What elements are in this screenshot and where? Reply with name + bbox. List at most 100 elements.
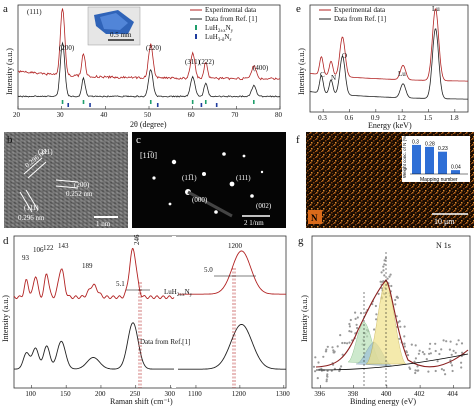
panel-f-svg: f N 10 μm 0.3 0.280.23 0.04 Weight conc. o… — [292, 132, 474, 228]
panel-g-point — [322, 356, 324, 358]
panel-g-point — [443, 369, 445, 371]
panel-a-phase2-tick — [67, 103, 69, 107]
panel-g-point — [461, 342, 463, 344]
panel-f-inset-bar — [438, 152, 447, 174]
panel-d-svg: d Intensity (a.u.) 100 150 200 250 300 1100 12… — [0, 232, 292, 407]
panel-e-label-n: N — [331, 74, 336, 82]
panel-b-ann2-hkl: (200) — [74, 181, 90, 189]
panel-g-point — [445, 340, 447, 342]
panel-g-point — [348, 330, 350, 332]
panel-g-point — [435, 350, 437, 352]
panel-a-xrd: a Intensity (a.u.) 20 30 40 50 60 70 80 2θ (de… — [0, 0, 290, 130]
panel-g-point — [408, 366, 410, 368]
panel-e-legend-exp: Experimental data — [334, 6, 386, 14]
panel-e-xlabel: Energy (keV) — [368, 121, 412, 130]
panel-g-point — [417, 369, 419, 371]
panel-d-series-black-label: Data from Ref.[1] — [140, 338, 190, 346]
panel-g-point — [403, 343, 405, 345]
panel-g-point — [354, 312, 356, 314]
panel-g-point — [380, 281, 382, 283]
panel-a-legend: Experimental data Data from Ref. [1] LuH… — [190, 6, 257, 43]
panel-g-ylabel: Intensity (a.u.) — [300, 295, 309, 342]
panel-d-black-line — [14, 323, 286, 369]
panel-f-inset-xlabel: Mapping number — [420, 177, 458, 183]
panel-g-point — [313, 366, 315, 368]
panel-g-point — [314, 370, 316, 372]
panel-g-point — [450, 341, 452, 343]
panel-g-point — [360, 312, 362, 314]
panel-g-point — [394, 299, 396, 301]
panel-g-point — [337, 345, 339, 347]
panel-a-phase1-tick — [83, 100, 85, 104]
panel-b-overlay: b (111) 0.296 nm (200) 0.252 nm (111) 0.… — [4, 132, 128, 228]
panel-b-ann3-d: 0.296 nm — [18, 214, 45, 222]
panel-d-xtick-label: 150 — [60, 390, 71, 398]
panel-g-point — [460, 362, 462, 364]
panel-a-xlabel: 2θ (degree) — [130, 120, 167, 129]
panel-g-point — [407, 354, 409, 356]
panel-a-legend-phase2: LuH3-δNε — [205, 33, 232, 43]
panel-g-point — [404, 326, 406, 328]
panel-e-label-lu2: Lu — [432, 5, 440, 13]
panel-a-phase-markers — [62, 100, 255, 107]
panel-d-peak-1200: 1200 — [228, 242, 243, 250]
panel-a-inset-photo: 0.5 mm — [88, 7, 140, 45]
panel-c-saed: c [11̅0] (11̅1) (111) (000) (002) 2 1/nm — [132, 132, 286, 228]
panel-g-point — [378, 293, 380, 295]
panel-g-point — [375, 313, 377, 315]
panel-f-inset-bar — [425, 147, 434, 174]
panel-g-point — [326, 376, 328, 378]
panel-a-ylabel: Intensity (a.u.) — [5, 48, 14, 95]
panel-f-element: N — [311, 213, 318, 223]
panel-g-point — [348, 342, 350, 344]
panel-b-ann3-hkl: (111) — [24, 204, 39, 212]
panel-g-xtick-label: 404 — [447, 390, 458, 398]
panel-a-phase1-tick — [150, 100, 152, 104]
panel-e-svg: e Intensity (a.u.) 0.3 0.6 0.9 1.2 1.5 1.8 En… — [292, 0, 474, 130]
panel-g-point — [451, 354, 453, 356]
panel-d-fwhm-right: 5.0 — [204, 266, 213, 274]
panel-g-point — [415, 344, 417, 346]
panel-a-peak-222: (222) — [199, 58, 215, 66]
panel-g-point — [415, 357, 417, 359]
panel-a-phase2-tick — [157, 103, 159, 107]
panel-a-legend-ref: Data from Ref. [1] — [205, 15, 257, 23]
panel-a-phase2-tick — [89, 103, 91, 107]
panel-d-red-line — [14, 249, 286, 299]
panel-g-point — [373, 328, 375, 330]
panel-g-point — [414, 369, 416, 371]
panel-c-spot-111: (111) — [236, 174, 251, 182]
panel-g-point — [458, 339, 460, 341]
panel-f-inset-ylabel: Weight conc. of N (%) — [402, 134, 407, 178]
panel-f-inset-bar-label: 0.04 — [451, 165, 461, 171]
panel-g-point — [434, 343, 436, 345]
panel-c-spot-000: (000) — [192, 196, 208, 204]
panel-g-point — [456, 343, 458, 345]
panel-d-peak-246: 246 — [133, 234, 141, 245]
panel-g-point — [387, 278, 389, 280]
panel-c-spots — [152, 152, 263, 216]
panel-a-xtick-label: 80 — [275, 111, 283, 119]
panel-g-point — [340, 365, 342, 367]
panel-d-peak-93: 93 — [22, 254, 30, 262]
panel-g-point — [317, 377, 319, 379]
panel-c-letter: c — [136, 134, 141, 146]
panel-g-point — [422, 351, 424, 353]
panel-g-point — [443, 339, 445, 341]
panel-g-point — [419, 350, 421, 352]
panel-f-scale: 10 μm — [434, 217, 455, 226]
panel-b-hrtem: b (111) 0.296 nm (200) 0.252 nm (111) 0.… — [4, 132, 128, 228]
panel-d-xtick-label: 1300 — [276, 390, 291, 398]
panel-g-point — [455, 352, 457, 354]
panel-g-point — [344, 342, 346, 344]
panel-g-point — [390, 285, 392, 287]
panel-g-point — [416, 365, 418, 367]
panel-e-xtick-label: 0.3 — [318, 114, 327, 122]
panel-a-xtick-label: 40 — [100, 111, 108, 119]
panel-g-letter: g — [298, 235, 304, 247]
panel-d-axes — [14, 236, 286, 388]
panel-e-ylabel: Intensity (a.u.) — [297, 48, 306, 95]
panel-g-point — [375, 305, 377, 307]
panel-a-xtick-label: 60 — [188, 111, 196, 119]
panel-a-xtick-label: 30 — [57, 111, 65, 119]
